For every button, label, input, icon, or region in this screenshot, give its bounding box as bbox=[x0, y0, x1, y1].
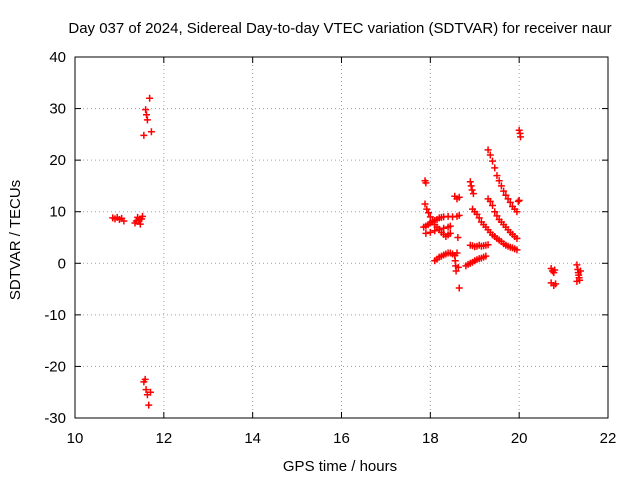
data-point bbox=[446, 222, 454, 230]
data-point bbox=[473, 210, 481, 218]
data-point bbox=[495, 177, 503, 185]
data-point bbox=[423, 205, 431, 213]
data-point bbox=[147, 388, 155, 396]
data-point bbox=[466, 178, 474, 186]
data-point bbox=[120, 217, 128, 225]
grid-lines bbox=[75, 57, 608, 418]
data-point bbox=[513, 208, 521, 216]
data-point bbox=[513, 246, 521, 254]
data-points bbox=[109, 94, 584, 409]
x-tick-label: 14 bbox=[244, 430, 261, 447]
y-tick-label: 10 bbox=[49, 204, 66, 221]
x-tick-label: 20 bbox=[511, 430, 528, 447]
data-point bbox=[453, 249, 461, 257]
data-point bbox=[426, 228, 434, 236]
data-point bbox=[422, 179, 430, 187]
data-point bbox=[504, 195, 512, 203]
axis-ticks bbox=[74, 56, 609, 419]
data-point bbox=[455, 284, 463, 292]
data-point bbox=[491, 164, 499, 172]
y-tick-label: 0 bbox=[58, 255, 66, 272]
data-point bbox=[431, 227, 439, 235]
data-point bbox=[573, 277, 581, 285]
data-point bbox=[489, 157, 497, 165]
data-point bbox=[500, 187, 508, 195]
data-point bbox=[573, 261, 581, 269]
data-point bbox=[515, 196, 523, 204]
data-point bbox=[422, 229, 430, 237]
data-point bbox=[146, 94, 154, 102]
y-tick-label: 30 bbox=[49, 101, 66, 118]
y-tick-label: -20 bbox=[44, 358, 66, 375]
data-point bbox=[455, 193, 463, 201]
data-point bbox=[140, 131, 148, 139]
y-tick-labels: -30 -20 -10 0 10 20 30 40 bbox=[44, 49, 66, 427]
data-point bbox=[489, 202, 497, 210]
data-point bbox=[475, 214, 483, 222]
data-point bbox=[515, 126, 523, 134]
data-point bbox=[467, 182, 475, 190]
data-point bbox=[142, 386, 150, 394]
data-point bbox=[516, 133, 524, 141]
data-point bbox=[426, 213, 434, 221]
data-point bbox=[576, 267, 584, 275]
data-point bbox=[147, 128, 155, 136]
x-tick-label: 12 bbox=[155, 430, 172, 447]
data-point bbox=[506, 198, 514, 206]
data-point bbox=[491, 208, 499, 216]
data-point bbox=[136, 220, 144, 228]
y-tick-label: -10 bbox=[44, 307, 66, 324]
x-axis-label: GPS time / hours bbox=[283, 458, 397, 475]
y-axis-label: SDTVAR / TECUs bbox=[7, 180, 24, 300]
x-tick-label: 16 bbox=[333, 430, 350, 447]
data-point bbox=[454, 263, 462, 271]
data-point bbox=[486, 151, 494, 159]
x-tick-label: 22 bbox=[600, 430, 617, 447]
chart-title: Day 037 of 2024, Sidereal Day-to-day VTE… bbox=[68, 20, 611, 37]
y-tick-label: 40 bbox=[49, 49, 66, 66]
data-point bbox=[468, 186, 476, 194]
data-point bbox=[493, 212, 501, 220]
data-point bbox=[514, 197, 522, 205]
y-tick-label: -30 bbox=[44, 410, 66, 427]
data-point bbox=[454, 234, 462, 241]
data-point bbox=[142, 106, 150, 114]
data-point bbox=[446, 229, 454, 237]
data-point bbox=[513, 235, 521, 243]
data-point bbox=[455, 211, 463, 219]
data-point bbox=[493, 172, 501, 180]
data-point bbox=[502, 191, 510, 199]
data-point bbox=[435, 225, 443, 233]
data-point bbox=[484, 241, 492, 249]
data-point bbox=[486, 197, 494, 205]
data-point bbox=[482, 252, 490, 260]
data-point bbox=[452, 267, 460, 275]
data-point bbox=[143, 111, 151, 119]
data-point bbox=[143, 116, 151, 124]
x-tick-labels: 10 12 14 16 18 20 22 bbox=[67, 430, 617, 447]
data-point bbox=[440, 224, 448, 232]
data-point bbox=[421, 200, 429, 208]
data-point bbox=[552, 280, 560, 288]
y-tick-label: 20 bbox=[49, 152, 66, 169]
data-point bbox=[469, 190, 477, 198]
data-point bbox=[551, 266, 559, 274]
data-point bbox=[139, 212, 147, 220]
data-point bbox=[425, 209, 433, 217]
data-point bbox=[141, 375, 149, 383]
data-point bbox=[497, 182, 505, 190]
data-point bbox=[484, 146, 492, 154]
x-tick-label: 10 bbox=[67, 430, 84, 447]
x-tick-label: 18 bbox=[422, 430, 439, 447]
data-point bbox=[145, 401, 153, 409]
